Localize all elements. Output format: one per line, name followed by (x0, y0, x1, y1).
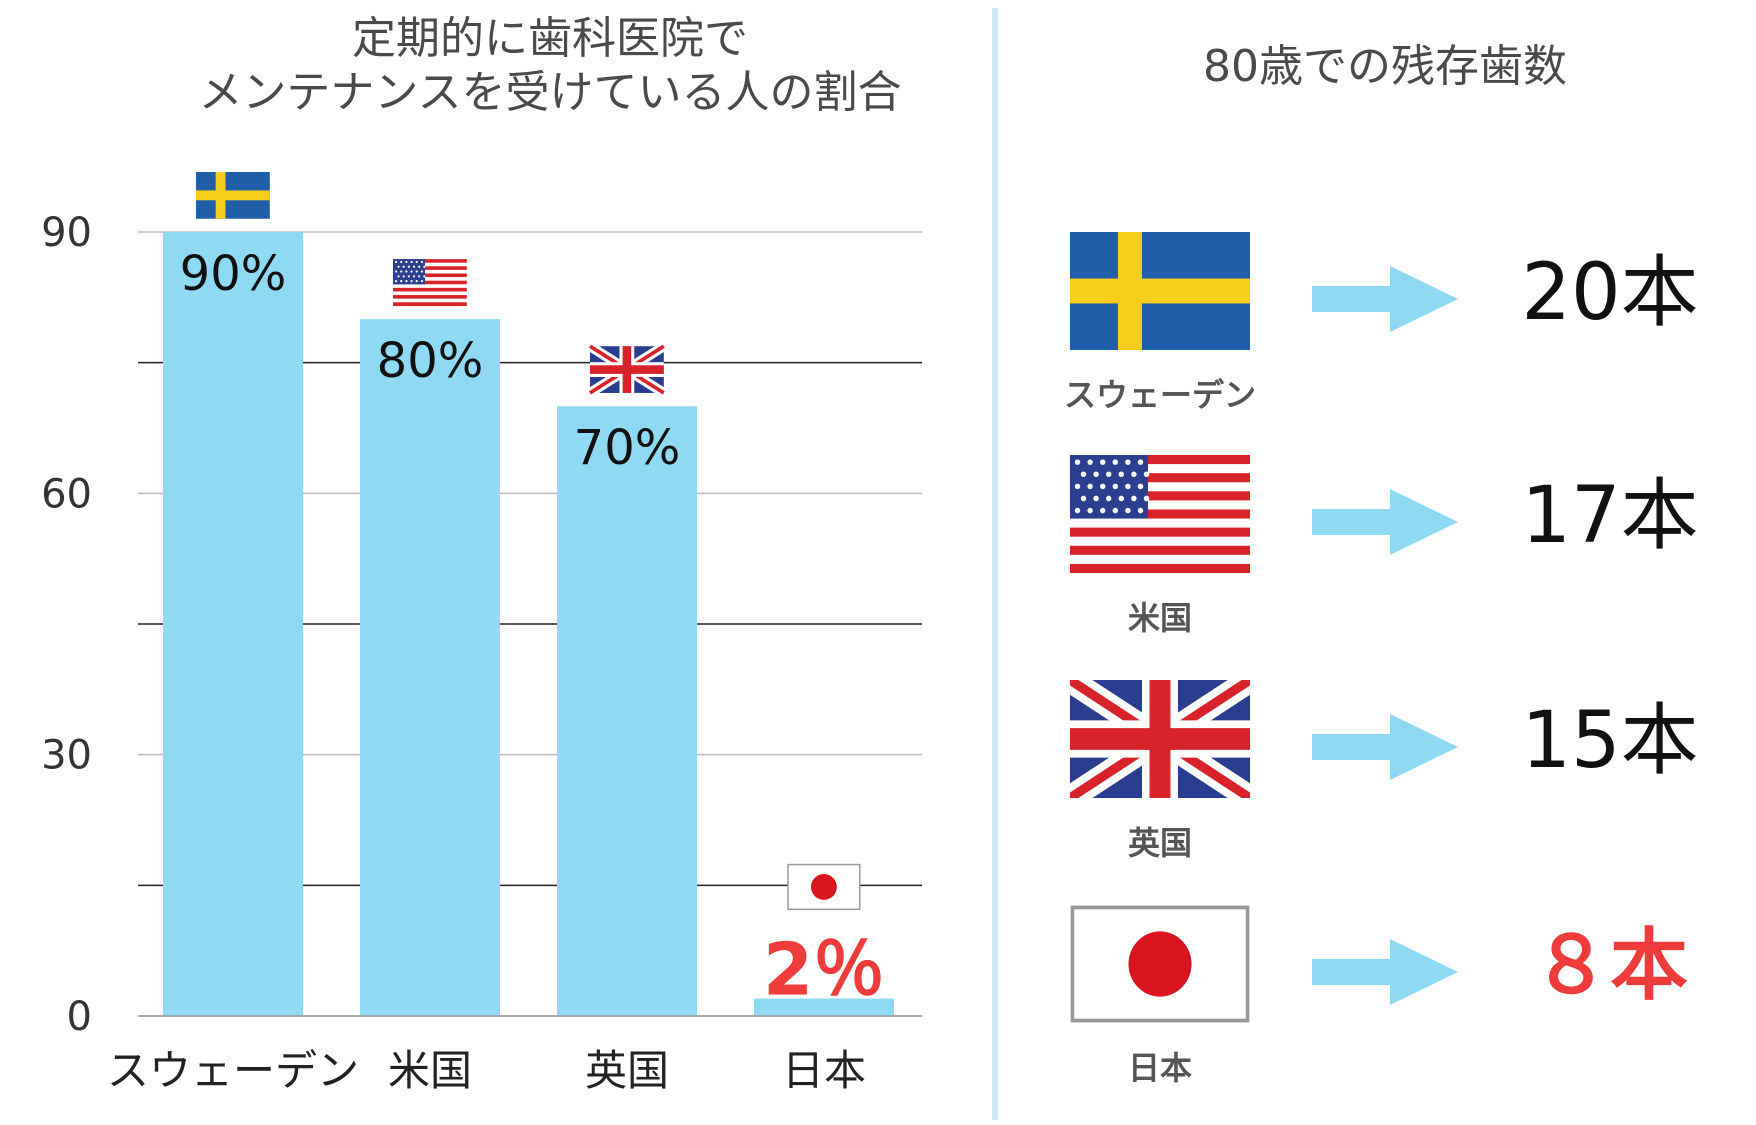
japan-flag-icon (787, 863, 861, 911)
uk-flag-icon (1070, 680, 1250, 798)
y-tick-label: 90 (41, 210, 92, 256)
sweden-flag-icon (196, 172, 270, 219)
tooth-count-row: スウェーデン 20本 (1000, 232, 1756, 452)
x-tick-label: 米国 (388, 1046, 472, 1095)
bar (557, 406, 697, 1016)
tooth-count-value: 20本 (1521, 248, 1699, 338)
data-label: 80% (377, 333, 484, 389)
country-label: 米国 (1127, 599, 1192, 637)
x-tick-label: 英国 (585, 1046, 669, 1095)
tooth-count-value: 15本 (1521, 696, 1699, 786)
data-label: 90% (180, 246, 287, 302)
country-label: 日本 (1127, 1049, 1192, 1087)
tooth-count-value: 17本 (1521, 471, 1699, 561)
left-chart-title: 定期的に歯科医院で メンテナンスを受けている人の割合 (100, 12, 1000, 120)
right-panel-title: 80歳での残存歯数 (1203, 41, 1567, 92)
bar-chart: 0 30 60 90 90% スウェーデン 80% 米国 70% 英国 2％ 日本 (41, 172, 922, 1095)
y-tick-label: 0 (67, 994, 92, 1040)
left-chart-title-line1: 定期的に歯科医院で (352, 13, 748, 64)
bar (360, 319, 500, 1017)
bar (754, 998, 894, 1016)
tooth-count-row: 日本 ８本 (1000, 905, 1756, 1125)
bar (163, 232, 303, 1016)
right-arrow-icon (1312, 939, 1458, 1005)
tooth-count-row: 英国 15本 (1000, 680, 1756, 900)
country-label: 英国 (1127, 824, 1192, 862)
right-arrow-icon (1312, 714, 1458, 780)
japan-flag-icon (1070, 905, 1250, 1023)
tooth-count-value: ８本 (1531, 921, 1688, 1011)
left-chart-title-line2: メンテナンスを受けている人の割合 (198, 67, 902, 118)
usa-flag-icon (393, 259, 467, 307)
right-arrow-icon (1312, 489, 1458, 555)
y-tick-label: 60 (41, 471, 92, 517)
right-arrow-icon (1312, 266, 1458, 332)
usa-flag-icon (1070, 455, 1250, 573)
country-label: スウェーデン (1063, 376, 1256, 414)
data-label: 2％ (763, 928, 885, 1012)
y-tick-label: 30 (41, 733, 92, 779)
x-tick-label: スウェーデン (107, 1046, 359, 1095)
uk-flag-icon (587, 342, 667, 398)
sweden-flag-icon (1070, 232, 1250, 350)
x-tick-label: 日本 (782, 1046, 866, 1095)
tooth-count-row: 米国 17本 (1000, 455, 1756, 675)
data-label: 70% (574, 420, 681, 476)
panel-divider (992, 8, 998, 1120)
